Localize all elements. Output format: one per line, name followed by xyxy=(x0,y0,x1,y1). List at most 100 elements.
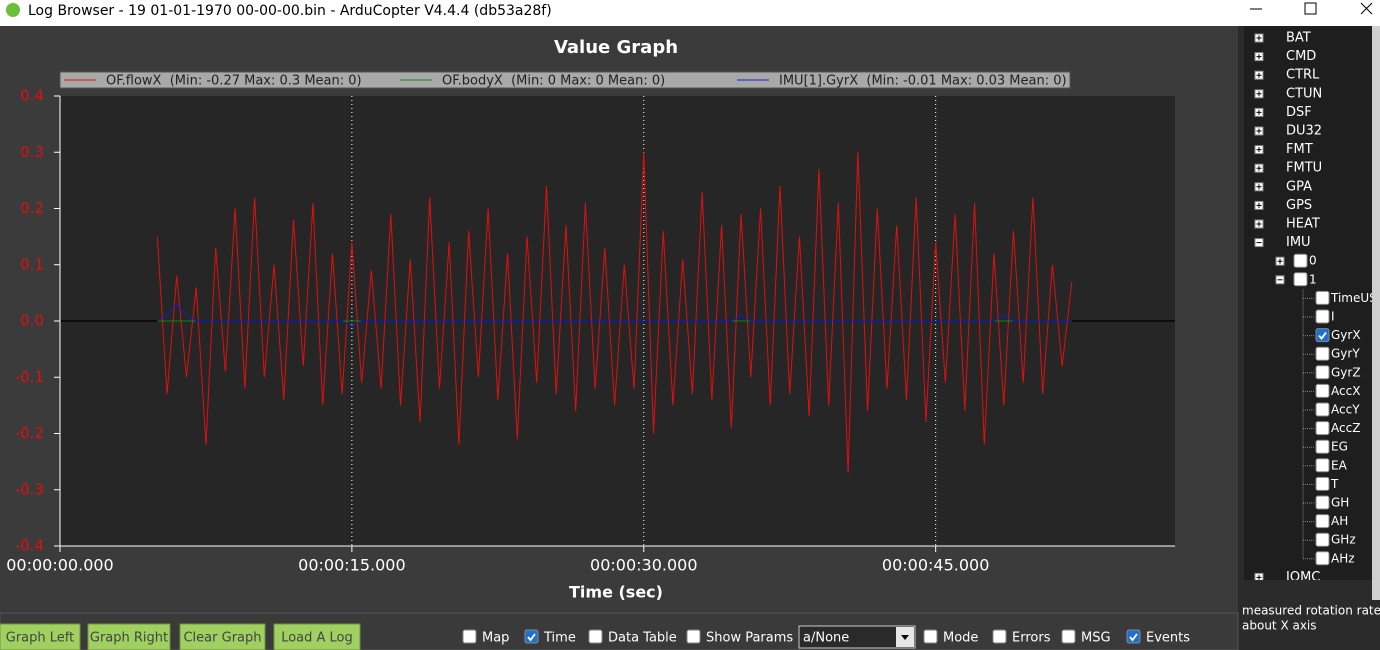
tree-node[interactable]: GPS xyxy=(1286,198,1312,213)
checkbox[interactable] xyxy=(1315,476,1330,491)
button-label[interactable]: Graph Left xyxy=(6,631,74,646)
checkbox[interactable] xyxy=(1293,253,1308,268)
checkbox[interactable] xyxy=(1315,532,1330,547)
checkbox[interactable] xyxy=(686,629,701,644)
button[interactable] xyxy=(87,623,171,650)
tree-node[interactable]: BAT xyxy=(1286,31,1311,46)
checkbox-label[interactable]: Mode xyxy=(943,631,978,646)
tree-node[interactable]: 1 xyxy=(1309,272,1317,286)
button-label[interactable]: Graph Right xyxy=(90,631,168,646)
description: about X axis xyxy=(1242,619,1317,633)
tree-node[interactable]: GPA xyxy=(1286,179,1312,194)
tree-node[interactable]: IMU xyxy=(1286,235,1311,250)
maximize-button[interactable] xyxy=(1304,2,1317,15)
button[interactable] xyxy=(179,623,266,650)
y-tick-label: 0.1 xyxy=(20,255,44,273)
checkbox[interactable] xyxy=(1126,629,1141,644)
dropdown-value[interactable]: a/None xyxy=(803,631,849,646)
tree-scrollbar[interactable] xyxy=(1372,26,1380,600)
y-tick-label: 0.3 xyxy=(20,143,44,161)
checkbox[interactable] xyxy=(524,629,539,644)
tree-leaf[interactable]: AccX xyxy=(1331,384,1360,398)
x-axis-title: Time (sec) xyxy=(569,583,663,602)
tree-node[interactable]: HEAT xyxy=(1286,217,1320,232)
tree-node[interactable]: CTRL xyxy=(1286,68,1320,83)
checkbox[interactable] xyxy=(1315,383,1330,398)
chart-title: Value Graph xyxy=(554,37,678,58)
checkbox[interactable] xyxy=(1315,328,1330,343)
checkbox[interactable] xyxy=(462,629,477,644)
checkbox[interactable] xyxy=(1315,551,1330,566)
x-tick-label: 00:00:00.000 xyxy=(6,556,113,575)
checkbox[interactable] xyxy=(1315,365,1330,380)
tree-leaf[interactable]: GyrZ xyxy=(1331,365,1361,379)
checkbox[interactable] xyxy=(992,629,1007,644)
checkbox[interactable] xyxy=(1315,495,1330,510)
checkbox[interactable] xyxy=(1315,290,1330,305)
checkbox[interactable] xyxy=(1315,421,1330,436)
checkbox[interactable] xyxy=(1315,346,1330,361)
button[interactable] xyxy=(0,623,81,650)
check-mark xyxy=(1129,633,1138,642)
tree-leaf[interactable]: T xyxy=(1330,477,1339,491)
tree-leaf[interactable]: EG xyxy=(1331,440,1348,454)
tree-leaf[interactable]: AccZ xyxy=(1331,421,1360,435)
y-tick-label: -0.1 xyxy=(15,368,44,386)
legend-entry: OF.bodyX (Min: 0 Max: 0 Mean: 0) xyxy=(442,74,665,89)
checkbox[interactable] xyxy=(1315,309,1330,324)
y-tick-label: 0.2 xyxy=(20,199,44,217)
checkbox-label[interactable]: Events xyxy=(1146,631,1190,646)
tree-node[interactable]: DSF xyxy=(1286,105,1312,120)
tree-leaf[interactable]: GH xyxy=(1331,496,1349,510)
expander-sign xyxy=(1256,184,1262,190)
check-mark xyxy=(1318,332,1327,341)
checkbox-label[interactable]: Map xyxy=(482,631,509,646)
tree-leaf[interactable]: GyrY xyxy=(1331,347,1360,361)
tree-node[interactable]: FMTU xyxy=(1286,161,1322,176)
expander-sign xyxy=(1256,165,1262,171)
checkbox-label[interactable]: Data Table xyxy=(608,631,677,646)
checkbox[interactable] xyxy=(1061,629,1076,644)
y-tick-label: -0.3 xyxy=(15,480,44,498)
tree: BAT CMD CTRL CTUN DSF DU32 FMT FMTU GPA GPS HEAT IM… xyxy=(1254,31,1377,585)
tree-leaf[interactable]: GyrX xyxy=(1331,328,1361,342)
window-title: Log Browser - 19 01-01-1970 00-00-00.bin… xyxy=(28,3,552,19)
y-tick-label: -0.4 xyxy=(15,537,44,555)
tree-leaf[interactable]: TimeUS xyxy=(1330,291,1377,305)
button-label[interactable]: Clear Graph xyxy=(183,631,261,646)
tree-node[interactable]: IOMC xyxy=(1286,570,1320,585)
tree-leaf[interactable]: EA xyxy=(1331,458,1348,472)
tree-leaf[interactable]: AccY xyxy=(1331,403,1360,417)
expander-sign xyxy=(1256,35,1262,41)
expander-sign xyxy=(1256,72,1262,78)
checkbox[interactable] xyxy=(1315,439,1330,454)
dropdown[interactable] xyxy=(798,625,916,649)
tree-node[interactable]: CTUN xyxy=(1286,86,1322,101)
tree-leaf[interactable]: AH xyxy=(1331,514,1348,528)
checkbox-label[interactable]: MSG xyxy=(1081,631,1111,646)
check-mark xyxy=(527,633,536,642)
checkbox[interactable] xyxy=(1315,458,1330,473)
expander-sign xyxy=(1256,202,1262,208)
checkbox[interactable] xyxy=(1315,514,1330,529)
expander-sign xyxy=(1256,128,1262,134)
checkbox[interactable] xyxy=(923,629,938,644)
checkbox-label[interactable]: Time xyxy=(543,631,576,646)
series-line xyxy=(156,152,1073,473)
close-button[interactable] xyxy=(1360,2,1373,15)
tree-node[interactable]: FMT xyxy=(1286,142,1313,157)
tree-node[interactable]: 0 xyxy=(1309,254,1317,268)
checkbox[interactable] xyxy=(1315,402,1330,417)
tree-leaf[interactable]: AHz xyxy=(1331,551,1355,565)
checkbox-label[interactable]: Errors xyxy=(1012,631,1051,646)
tree-leaf[interactable]: GHz xyxy=(1331,533,1356,547)
button-label[interactable]: Load A Log xyxy=(281,631,353,646)
button[interactable] xyxy=(273,623,361,650)
tree-node[interactable]: CMD xyxy=(1286,49,1316,64)
checkbox[interactable] xyxy=(588,629,603,644)
checkbox-label[interactable]: Show Params xyxy=(706,631,793,646)
checkbox[interactable] xyxy=(1293,272,1308,287)
tree-node[interactable]: DU32 xyxy=(1286,124,1322,139)
tree-leaf[interactable]: I xyxy=(1331,310,1335,324)
